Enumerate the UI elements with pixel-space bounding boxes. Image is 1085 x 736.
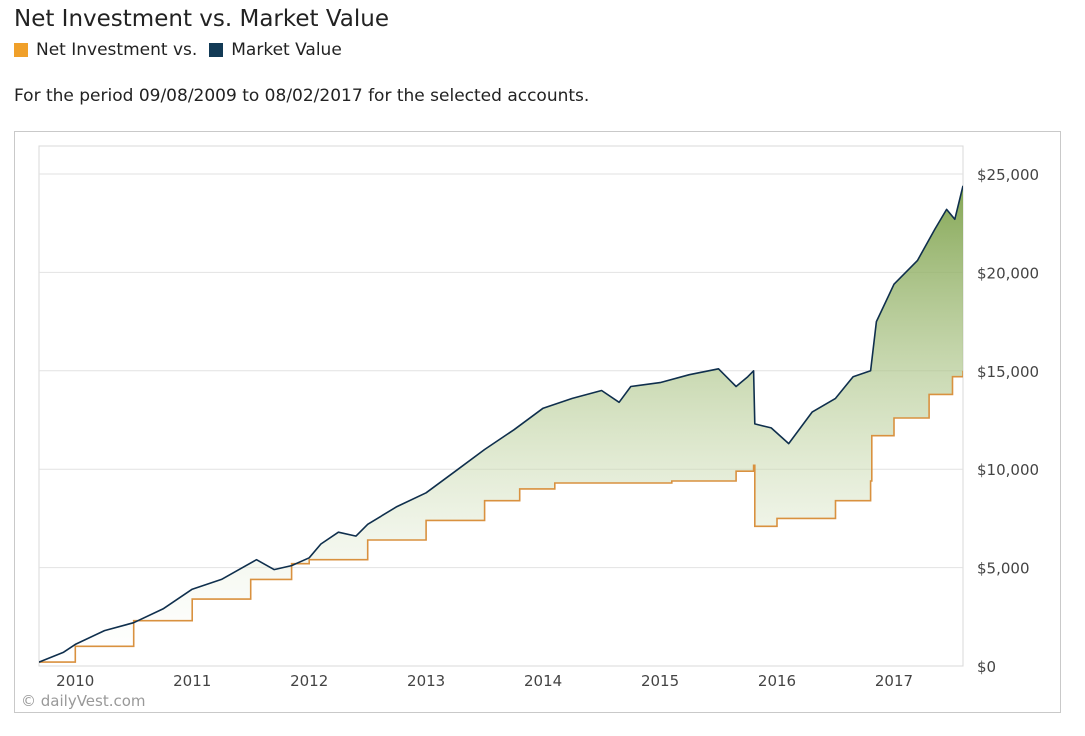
x-tick-label: 2013: [407, 672, 445, 690]
chart-title: Net Investment vs. Market Value: [14, 6, 390, 32]
x-tick-label: 2015: [641, 672, 679, 690]
period-text: For the period 09/08/2009 to 08/02/2017 …: [14, 86, 590, 106]
series-line-market-value: [39, 185, 963, 663]
x-tick-label: 2016: [758, 672, 796, 690]
chart-svg: $0 $5,000 $10,000 $15,000 $20,000 $25,000 201…: [21, 145, 1039, 710]
x-tick-label: 2010: [56, 672, 94, 690]
legend-label-market-value: Market Value: [231, 40, 342, 60]
y-tick-label: $10,000: [977, 461, 1039, 479]
legend-item-market-value: Market Value: [209, 40, 342, 60]
legend-swatch-market-value: [209, 43, 224, 57]
y-tick-label: $0: [977, 658, 996, 676]
y-tick-label: $25,000: [977, 166, 1039, 184]
legend: Net Investment vs. Market Value: [14, 40, 354, 60]
y-tick-label: $15,000: [977, 363, 1039, 381]
x-tick-label: 2014: [524, 672, 562, 690]
x-tick-label: 2017: [875, 672, 913, 690]
y-tick-label: $20,000: [977, 264, 1039, 282]
chart-frame: $0 $5,000 $10,000 $15,000 $20,000 $25,000 201…: [14, 131, 1061, 713]
plot-area: [38, 145, 964, 667]
x-tick-label: 2012: [290, 672, 328, 690]
y-tick-label: $5,000: [977, 560, 1030, 578]
legend-item-net-investment: Net Investment vs.: [14, 40, 197, 60]
x-tick-label: 2011: [173, 672, 211, 690]
series-line-net-investment: [39, 370, 963, 663]
credit-text: © dailyVest.com: [21, 692, 146, 710]
legend-label-net-investment: Net Investment vs.: [36, 40, 198, 60]
legend-swatch-net-investment: [14, 43, 28, 57]
